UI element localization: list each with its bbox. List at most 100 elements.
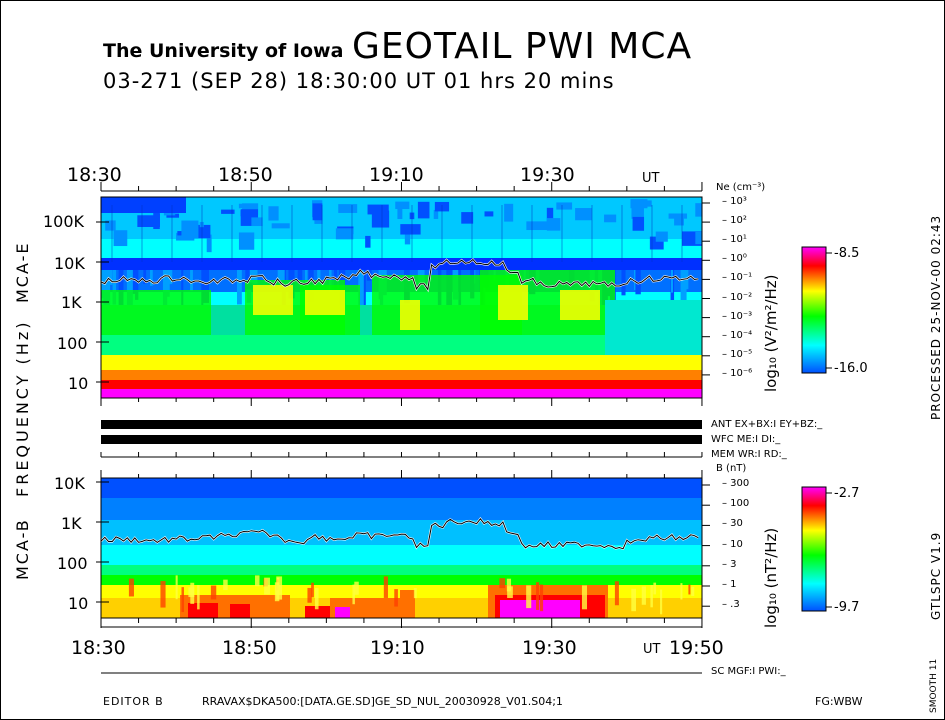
ne-axis-label: Ne (cm⁻³) bbox=[716, 182, 766, 193]
e-band bbox=[560, 290, 600, 320]
e-band bbox=[400, 300, 420, 330]
b-spike bbox=[680, 583, 683, 600]
e-noise bbox=[695, 231, 702, 245]
e-spike bbox=[181, 270, 184, 310]
e-noise bbox=[338, 204, 358, 213]
top-time-tick: 18:30 bbox=[67, 164, 122, 186]
ne-tick-label: – 10⁻³ bbox=[722, 310, 753, 322]
b-spike bbox=[394, 589, 398, 607]
e-noise bbox=[461, 212, 474, 224]
b-band bbox=[305, 606, 330, 618]
ne-tick-label: – 10⁻⁴ bbox=[722, 329, 753, 341]
b-spike bbox=[526, 585, 532, 609]
ant-status-bar bbox=[101, 420, 702, 429]
e-trace-line bbox=[101, 258, 699, 291]
fg-label: FG:WBW bbox=[815, 695, 863, 708]
e-spike bbox=[680, 270, 687, 318]
b-spike bbox=[539, 584, 544, 612]
b-axis-label: B (nT) bbox=[716, 463, 747, 474]
e-spike bbox=[277, 270, 285, 281]
b-spike bbox=[181, 587, 184, 613]
mca-e-spectrogram bbox=[101, 197, 702, 398]
e-noise bbox=[166, 213, 180, 218]
e-spike bbox=[621, 270, 626, 296]
e-band bbox=[101, 197, 186, 213]
e-spike bbox=[237, 270, 242, 305]
ne-tick-label: – 10¹ bbox=[722, 234, 747, 246]
e-noise bbox=[335, 228, 354, 240]
b-spike bbox=[314, 588, 319, 610]
e-spike bbox=[190, 270, 193, 292]
b-spike bbox=[536, 582, 540, 610]
b-spike bbox=[255, 575, 260, 587]
e-band bbox=[101, 380, 702, 390]
editor-label: EDITOR B bbox=[103, 695, 164, 708]
mission-title: GEOTAIL PWI MCA bbox=[352, 26, 693, 67]
e-spike bbox=[150, 270, 153, 286]
e-noise bbox=[365, 235, 371, 248]
b-spike bbox=[223, 579, 228, 591]
e-spike bbox=[203, 270, 210, 303]
e-ytick: 1K bbox=[61, 293, 82, 312]
b-ytick: 10K bbox=[54, 474, 85, 493]
b-spike bbox=[197, 585, 200, 610]
b-spike bbox=[311, 582, 314, 598]
e-noise bbox=[417, 201, 430, 219]
e-colorbar-label: log₁₀ (V²/m²/Hz) bbox=[762, 274, 780, 392]
b-spike bbox=[354, 581, 359, 595]
bottom-time-tick: 19:50 bbox=[669, 637, 724, 659]
ne-tick-label: – 10³ bbox=[722, 196, 747, 207]
b-spike bbox=[499, 578, 506, 589]
e-noise bbox=[655, 231, 668, 242]
mca-b-spectrogram bbox=[101, 478, 702, 618]
b-right-tick-label: – 10 bbox=[722, 538, 743, 550]
e-spike bbox=[297, 270, 303, 284]
e-band bbox=[253, 285, 293, 315]
e-band bbox=[101, 389, 702, 398]
e-noise bbox=[400, 224, 421, 235]
b-spike bbox=[688, 584, 691, 595]
b-band bbox=[101, 498, 702, 520]
e-ytick: 100 bbox=[57, 334, 88, 353]
bottom-time-tick: 18:50 bbox=[222, 637, 277, 659]
b-spike bbox=[614, 581, 619, 606]
e-spike bbox=[112, 270, 117, 305]
b-band bbox=[335, 607, 350, 618]
e-noise bbox=[546, 207, 554, 223]
e-colorbar-max: -8.5 bbox=[834, 246, 860, 261]
b-band bbox=[188, 603, 218, 618]
e-noise bbox=[404, 232, 411, 245]
b-spike bbox=[307, 587, 312, 603]
e-noise bbox=[632, 216, 645, 231]
b-spike bbox=[413, 588, 417, 599]
e-band bbox=[305, 290, 345, 315]
e-noise bbox=[268, 206, 279, 221]
b-ytick: 100 bbox=[57, 554, 88, 573]
e-noise bbox=[371, 210, 390, 228]
e-noise bbox=[137, 215, 155, 227]
e-spike bbox=[165, 270, 170, 297]
e-noise bbox=[221, 209, 235, 214]
e-noise bbox=[153, 212, 160, 230]
e-colorbar bbox=[801, 246, 827, 374]
top-time-tick: 19:30 bbox=[520, 164, 575, 186]
bottom-time-tick: 19:10 bbox=[370, 637, 425, 659]
e-noise bbox=[238, 203, 258, 209]
e-band bbox=[101, 355, 702, 373]
e-spike bbox=[135, 270, 139, 300]
ne-tick-label: – 10⁰ bbox=[722, 253, 747, 265]
e-band bbox=[101, 258, 702, 272]
b-spike bbox=[653, 582, 657, 595]
ant-status: ANT EX+BX:I EY+BZ:_ bbox=[711, 419, 823, 430]
b-spike bbox=[581, 585, 588, 610]
e-noise bbox=[433, 209, 439, 219]
b-spike bbox=[641, 586, 646, 605]
b-spike bbox=[190, 582, 195, 604]
e-spike bbox=[103, 270, 111, 305]
e-noise bbox=[526, 221, 548, 231]
wfc-status-bar bbox=[101, 435, 702, 444]
e-band bbox=[101, 335, 702, 355]
b-colorbar-max: -2.7 bbox=[834, 486, 860, 501]
b-spike bbox=[264, 577, 270, 595]
e-noise bbox=[604, 214, 617, 223]
